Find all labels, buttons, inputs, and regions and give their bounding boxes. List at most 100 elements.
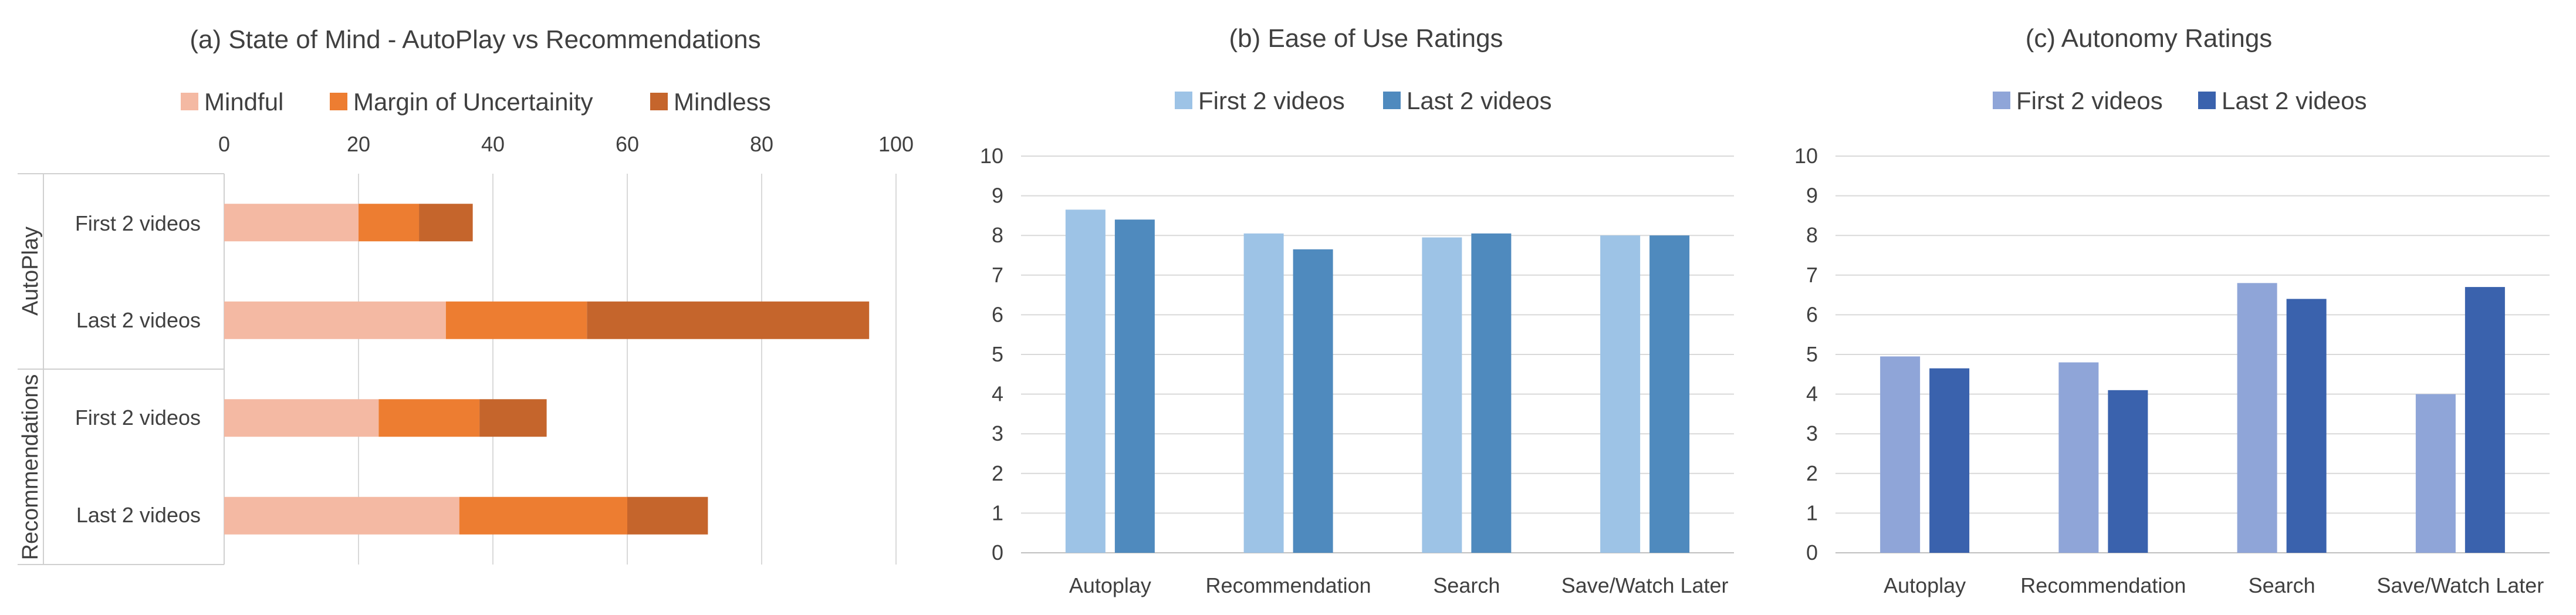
legend-swatch-mindless	[650, 93, 668, 110]
y-tick-label: 1	[1806, 501, 1818, 525]
bar-segment	[224, 496, 459, 535]
bar	[1929, 368, 1970, 553]
legend-swatch-first	[1175, 92, 1192, 109]
y-tick-label: 7	[992, 263, 1003, 287]
bar	[2465, 287, 2505, 553]
category-label: First 2 videos	[75, 406, 201, 430]
y-tick-label: 7	[1806, 263, 1818, 287]
x-category-label: Recommendation	[2020, 573, 2186, 597]
y-axis-ticks: 0 1 2 3 4 5 6 7 8 9 10	[980, 144, 1003, 565]
bar	[2237, 283, 2277, 553]
y-tick-label: 3	[1806, 421, 1818, 445]
x-category-label: Search	[2249, 573, 2315, 597]
group-label-autoplay: AutoPlay	[18, 227, 43, 316]
bar	[1422, 237, 1462, 553]
bar	[2286, 299, 2327, 553]
legend-label-first: First 2 videos	[2016, 87, 2163, 114]
group-label-recommendations: Recommendations	[18, 374, 43, 560]
x-category-label: Recommendation	[1206, 573, 1371, 597]
bar-segment	[627, 496, 708, 535]
bar-segment	[479, 399, 547, 437]
bar-segment	[587, 301, 870, 339]
x-tick-label: 80	[750, 132, 773, 156]
y-axis-ticks: 0 1 2 3 4 5 6 7 8 9 10	[1794, 144, 1818, 565]
category-label: Last 2 videos	[76, 308, 201, 332]
y-tick-label: 4	[1806, 382, 1818, 406]
state-of-mind-chart: (a) State of Mind - AutoPlay vs Recommen…	[18, 25, 914, 565]
x-tick-label: 0	[218, 132, 230, 156]
category-label: First 2 videos	[75, 211, 201, 235]
y-tick-label: 2	[1806, 461, 1818, 485]
bar	[1114, 219, 1155, 553]
y-tick-label: 1	[992, 501, 1003, 525]
bar	[2058, 362, 2099, 553]
x-axis-ticks: 0 20 40 60 80 100	[218, 132, 914, 156]
chart-title: (c) Autonomy Ratings	[2026, 24, 2273, 53]
bar	[1600, 235, 1641, 553]
x-tick-label: 20	[347, 132, 370, 156]
legend-swatch-first	[1993, 92, 2010, 109]
legend-swatch-mindful	[181, 93, 198, 110]
bar-segment	[224, 204, 359, 242]
y-tick-label: 8	[992, 223, 1003, 247]
bar	[1471, 233, 1512, 553]
bar-segment	[224, 399, 379, 437]
bar-segment	[459, 496, 627, 535]
bar	[1243, 233, 1284, 553]
category-label: Last 2 videos	[76, 503, 201, 527]
legend-label-first: First 2 videos	[1198, 87, 1345, 114]
y-tick-label: 6	[1806, 302, 1818, 326]
legend-label-last: Last 2 videos	[2222, 87, 2367, 114]
x-category-label: Save/Watch Later	[1561, 573, 1729, 597]
y-tick-label: 10	[1794, 144, 1818, 168]
x-category-label: Autoplay	[1884, 573, 1966, 597]
bars	[1880, 283, 2505, 553]
x-category-label: Autoplay	[1069, 573, 1151, 597]
x-tick-label: 40	[481, 132, 505, 156]
ease-of-use-chart: (b) Ease of Use Ratings First 2 videos L…	[980, 24, 1734, 597]
legend-label-mindful: Mindful	[204, 88, 283, 116]
y-tick-label: 5	[992, 342, 1003, 366]
bar	[1880, 356, 1921, 553]
bar-segment	[445, 301, 587, 339]
legend-swatch-last	[1383, 92, 1401, 109]
bar	[2108, 390, 2148, 553]
bar	[1065, 209, 1106, 553]
legend-label-mindless: Mindless	[674, 88, 771, 116]
legend-swatch-last	[2198, 92, 2216, 109]
x-axis-categories: Autoplay Recommendation Search Save/Watch L…	[1069, 573, 1729, 597]
chart-title: (b) Ease of Use Ratings	[1229, 24, 1503, 53]
x-category-label: Search	[1433, 573, 1500, 597]
bar	[1649, 235, 1690, 553]
y-tick-label: 5	[1806, 342, 1818, 366]
y-tick-label: 10	[980, 144, 1003, 168]
y-tick-label: 3	[992, 421, 1003, 445]
y-tick-label: 6	[992, 302, 1003, 326]
y-tick-label: 9	[992, 184, 1003, 208]
x-tick-label: 100	[878, 132, 914, 156]
y-tick-label: 8	[1806, 223, 1818, 247]
x-tick-label: 60	[616, 132, 639, 156]
x-axis-categories: Autoplay Recommendation Search Save/Watch L…	[1884, 573, 2544, 597]
y-tick-label: 2	[992, 461, 1003, 485]
bar-segment	[359, 204, 420, 242]
bar-segment	[378, 399, 480, 437]
bar-segment	[419, 204, 473, 242]
bar	[1293, 249, 1333, 553]
autonomy-chart: (c) Autonomy Ratings First 2 videos Last…	[1794, 24, 2550, 597]
y-tick-label: 0	[992, 540, 1003, 565]
chart-title: (a) State of Mind - AutoPlay vs Recommen…	[190, 25, 760, 54]
bar	[2415, 394, 2456, 553]
y-tick-label: 9	[1806, 184, 1818, 208]
legend-label-margin: Margin of Uncertainity	[353, 88, 593, 116]
bar-segments	[224, 204, 870, 535]
y-tick-label: 4	[992, 382, 1003, 406]
y-tick-label: 0	[1806, 540, 1818, 565]
bar-segment	[224, 301, 446, 339]
bars	[1065, 209, 1690, 553]
x-category-label: Save/Watch Later	[2376, 573, 2544, 597]
legend-swatch-margin	[330, 93, 347, 110]
legend-label-last: Last 2 videos	[1407, 87, 1552, 114]
